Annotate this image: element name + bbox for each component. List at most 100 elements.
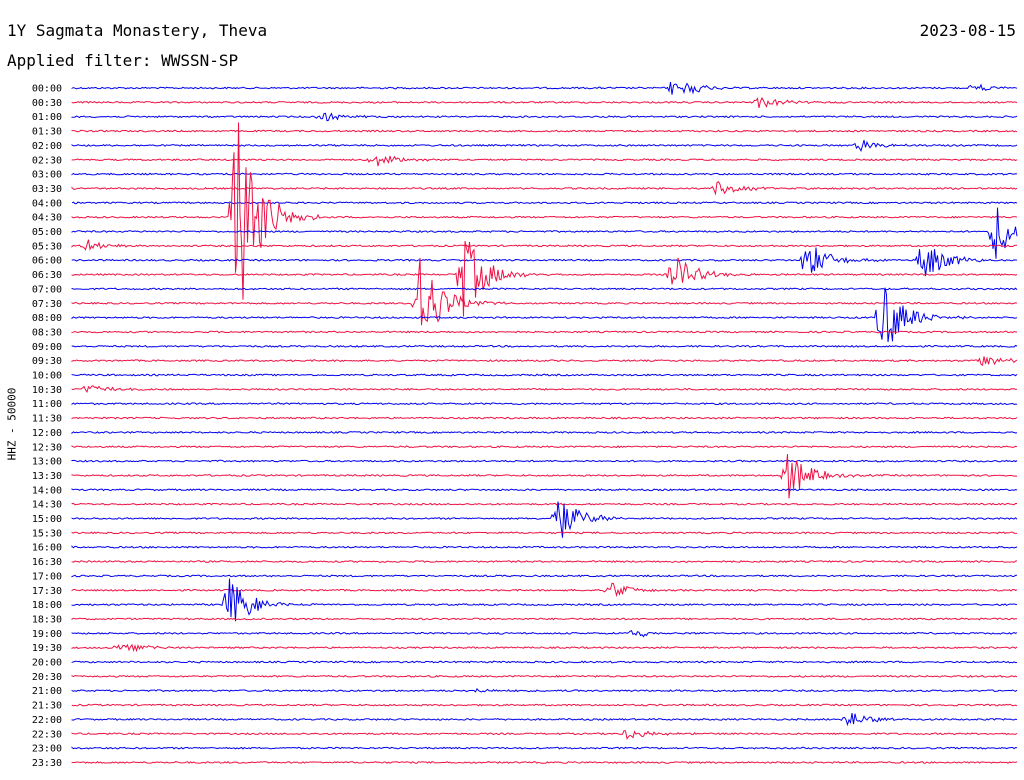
time-tick-label: 10:00: [32, 371, 62, 382]
time-tick-label: 17:00: [32, 571, 62, 582]
trace-line: [71, 760, 1018, 764]
time-tick-label: 16:00: [32, 543, 62, 554]
time-tick-label: 18:00: [32, 600, 62, 611]
trace-line: [71, 730, 1018, 740]
trace-line: [71, 713, 1018, 727]
trace-line: [71, 674, 1018, 678]
time-tick-label: 02:00: [32, 141, 62, 152]
time-tick-label: 07:30: [32, 299, 62, 310]
time-tick-label: 06:00: [32, 256, 62, 267]
trace-line: [71, 630, 1018, 638]
date-label: 2023-08-15: [919, 21, 1016, 40]
trace-line: [71, 172, 1018, 176]
time-tick-label: 13:30: [32, 471, 62, 482]
trace-line: [71, 82, 1018, 95]
trace-line: [71, 560, 1018, 563]
time-tick-label: 13:00: [32, 457, 62, 468]
time-tick-label: 16:30: [32, 557, 62, 568]
trace-line: [71, 531, 1018, 535]
trace-line: [71, 112, 1018, 122]
time-tick-label: 20:00: [32, 658, 62, 669]
trace-line: [71, 445, 1018, 449]
time-tick-label: 01:00: [32, 112, 62, 123]
trace-line: [71, 287, 1018, 291]
time-tick-label: 15:00: [32, 514, 62, 525]
trace-line: [71, 344, 1018, 348]
trace-line: [71, 416, 1018, 420]
time-tick-label: 23:30: [32, 758, 62, 769]
time-tick-label: 23:00: [32, 744, 62, 755]
time-tick-label: 00:00: [32, 84, 62, 95]
trace-line: [71, 660, 1018, 664]
time-tick-label: 01:30: [32, 127, 62, 138]
trace-line: [71, 96, 1018, 109]
trace-line: [71, 385, 1018, 394]
trace-line: [71, 247, 1018, 277]
time-tick-label: 18:30: [32, 614, 62, 625]
trace-line: [71, 402, 1018, 406]
trace-line: [71, 617, 1017, 621]
time-tick-label: 08:30: [32, 327, 62, 338]
station-title: 1Y Sagmata Monastery, Theva: [7, 21, 268, 40]
trace-line: [71, 122, 1018, 300]
trace-line: [71, 430, 1018, 435]
trace-line: [71, 582, 1018, 598]
trace-line: [71, 746, 1018, 750]
trace-line: [71, 501, 1018, 538]
trace-line: [71, 201, 1018, 205]
trace-line: [71, 545, 1018, 549]
time-tick-label: 04:00: [32, 198, 62, 209]
trace-line: [71, 287, 1018, 343]
trace-line: [71, 257, 1018, 326]
trace-line: [71, 207, 1018, 259]
time-tick-label: 14:00: [32, 485, 62, 496]
time-tick-label: 21:30: [32, 701, 62, 712]
time-tick-label: 03:00: [32, 170, 62, 181]
trace-line: [71, 240, 1018, 317]
time-tick-label: 14:30: [32, 500, 62, 511]
time-tick-label: 10:30: [32, 385, 62, 396]
trace-line: [71, 330, 1018, 334]
time-tick-label: 02:30: [32, 155, 62, 166]
time-tick-label: 12:30: [32, 442, 62, 453]
time-tick-label: 17:30: [32, 586, 62, 597]
time-tick-label: 21:00: [32, 686, 62, 697]
time-tick-label: 22:30: [32, 729, 62, 740]
time-tick-label: 05:00: [32, 227, 62, 238]
trace-line: [71, 356, 1018, 367]
time-tick-label: 11:30: [32, 414, 62, 425]
time-tick-label: 06:30: [32, 270, 62, 281]
trace-line: [71, 703, 1018, 707]
trace-line: [71, 181, 1018, 196]
trace-line: [71, 578, 1018, 622]
trace-line: [71, 239, 1018, 251]
time-tick-label: 07:00: [32, 284, 62, 295]
filter-label: Applied filter: WWSSN-SP: [7, 51, 239, 70]
trace-line: [71, 373, 1018, 377]
trace-line: [71, 454, 1018, 499]
time-tick-label: 12:00: [32, 428, 62, 439]
time-tick-label: 11:00: [32, 399, 62, 410]
time-tick-label: 15:30: [32, 528, 62, 539]
time-tick-label: 20:30: [32, 672, 62, 683]
time-tick-label: 19:00: [32, 629, 62, 640]
time-tick-label: 04:30: [32, 213, 62, 224]
time-tick-label: 00:30: [32, 98, 62, 109]
trace-line: [71, 139, 1018, 152]
trace-line: [71, 155, 1018, 167]
time-tick-label: 22:00: [32, 715, 62, 726]
time-tick-label: 09:00: [32, 342, 62, 353]
time-tick-label: 03:30: [32, 184, 62, 195]
trace-line: [71, 129, 1018, 133]
trace-line: [71, 459, 1018, 463]
trace-line: [71, 688, 1018, 693]
time-tick-label: 08:00: [32, 313, 62, 324]
time-tick-label: 19:30: [32, 643, 62, 654]
time-tick-label: 05:30: [32, 241, 62, 252]
trace-line: [71, 488, 1018, 492]
trace-line: [71, 574, 1018, 578]
time-tick-label: 09:30: [32, 356, 62, 367]
trace-line: [71, 643, 1018, 653]
trace-line: [71, 502, 1017, 506]
